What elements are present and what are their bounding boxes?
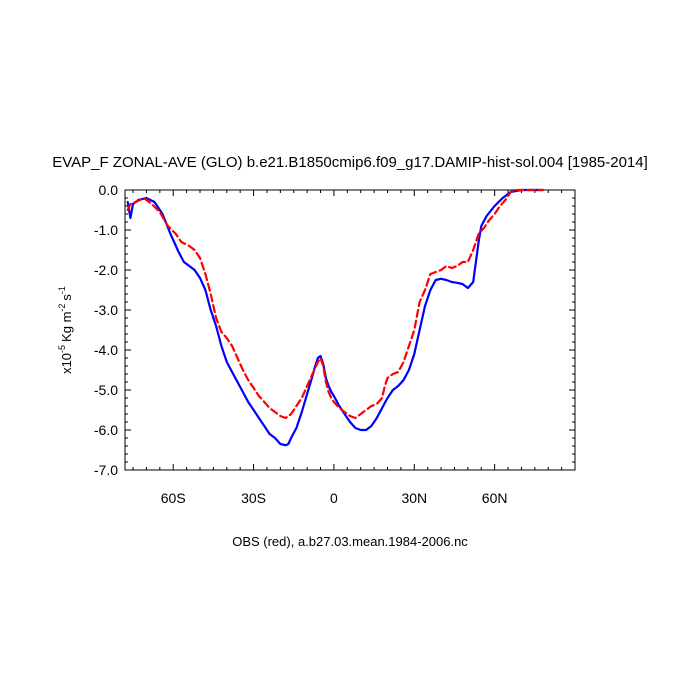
series-line-1 — [126, 188, 544, 447]
y-axis-label-unit-exp: -2 — [57, 304, 67, 312]
x-tick-label: 30N — [401, 490, 427, 506]
y-tick-label: -1.0 — [94, 222, 118, 238]
chart-title: EVAP_F ZONAL-AVE (GLO) b.e21.B1850cmip6.… — [52, 154, 648, 171]
y-axis-label-exp: -5 — [57, 345, 67, 353]
y-tick-label: -2.0 — [94, 262, 118, 278]
plot-frame — [124, 189, 576, 471]
x-tick-label: 30S — [241, 490, 266, 506]
y-axis-label-base: x10 — [59, 353, 74, 374]
x-tick-label: 60S — [161, 490, 186, 506]
y-tick-label: -4.0 — [94, 342, 118, 358]
y-axis-label: x10-5 Kg m-2 s-1 — [57, 286, 74, 374]
x-tick-label: 60N — [482, 490, 508, 506]
x-tick-label: 0 — [330, 490, 338, 506]
y-tick-label: -5.0 — [94, 382, 118, 398]
y-tick-label: -3.0 — [94, 302, 118, 318]
y-axis-label-tail: s — [59, 294, 74, 301]
series-layer — [126, 188, 544, 447]
y-tick-label: 0.0 — [99, 182, 119, 198]
chart-caption: OBS (red), a.b27.03.mean.1984-2006.nc — [232, 534, 468, 549]
series-line-2 — [126, 188, 544, 420]
y-tick-label: -6.0 — [94, 422, 118, 438]
y-tick-label: -7.0 — [94, 462, 118, 478]
y-axis-label-unit: Kg m — [59, 312, 74, 342]
y-axis-label-tail-exp: -1 — [57, 286, 67, 294]
axis-ticks: 0.0 -1.0 -2.0 -3.0 -4.0 -5.0 -6.0 -7.0 60S 30S 0 30… — [94, 182, 575, 506]
